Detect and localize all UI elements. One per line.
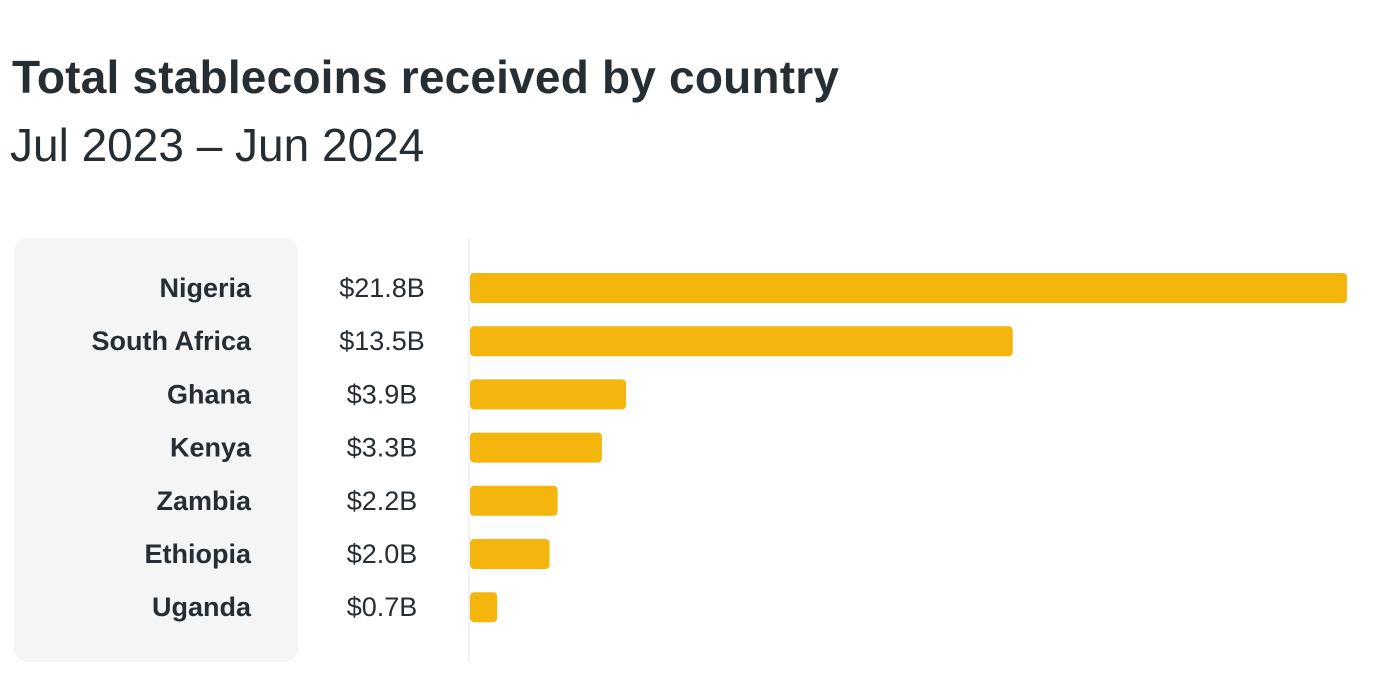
bar-ghana [470, 379, 627, 410]
bar-zambia [470, 485, 558, 516]
bar-nigeria [470, 273, 1347, 303]
category-label-uganda: Uganda [152, 592, 252, 622]
value-label-ethiopia: $2.0B [347, 539, 418, 569]
value-label-uganda: $0.7B [347, 592, 418, 622]
category-label-ghana: Ghana [167, 379, 252, 409]
chart-title: Total stablecoins received by country [12, 51, 840, 103]
value-labels: $21.8B $13.5B $3.9B $3.3B $2.2B $2.0B $0.7B [339, 273, 425, 622]
bar-uganda [470, 592, 498, 623]
value-label-zambia: $2.2B [347, 486, 418, 516]
category-label-panel [14, 238, 298, 662]
category-label-south-africa: South Africa [91, 326, 251, 356]
category-label-nigeria: Nigeria [159, 273, 252, 303]
bar-south-africa [470, 326, 1013, 357]
category-label-ethiopia: Ethiopia [145, 539, 252, 569]
category-label-kenya: Kenya [170, 433, 252, 463]
bar-kenya [470, 432, 602, 463]
value-label-kenya: $3.3B [347, 433, 418, 463]
chart-subtitle: Jul 2023 – Jun 2024 [10, 119, 425, 171]
bars [470, 273, 1347, 623]
value-label-nigeria: $21.8B [339, 273, 425, 303]
bar-ethiopia [470, 539, 550, 569]
category-labels: Nigeria South Africa Ghana Kenya Zambia Ethio… [91, 273, 251, 622]
value-label-ghana: $3.9B [347, 379, 418, 409]
value-label-south-africa: $13.5B [339, 326, 425, 356]
category-label-zambia: Zambia [156, 486, 252, 516]
